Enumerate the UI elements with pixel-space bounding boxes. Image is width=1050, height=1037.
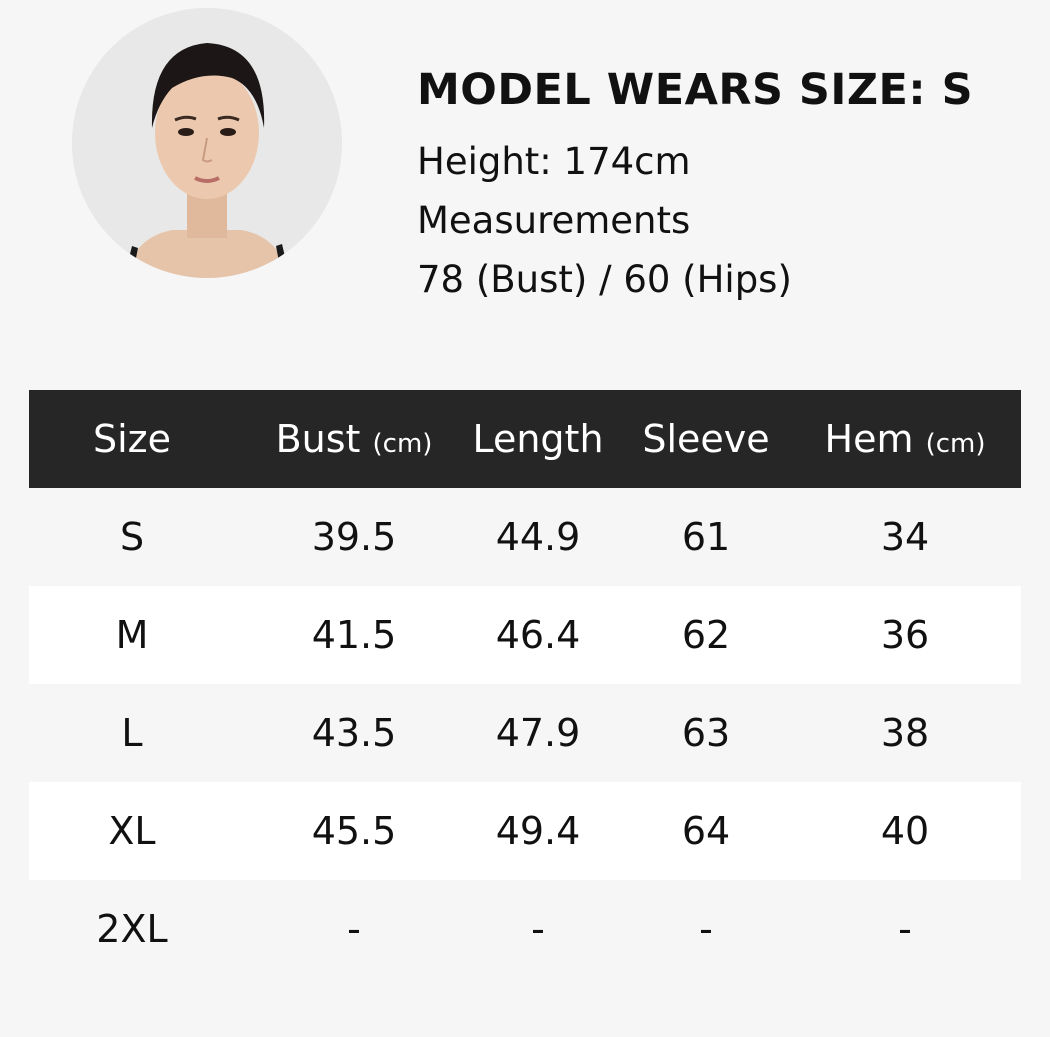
column-header-bust: Bust (cm)	[276, 417, 433, 461]
table-row: 2XL - - - -	[29, 880, 1021, 978]
column-unit: (cm)	[925, 429, 986, 459]
size-chart-table: Size Bust (cm) Length Sleeve Hem (cm) S 39.5 4…	[29, 390, 1021, 978]
table-cell: 36	[880, 613, 930, 657]
column-header-label: Length	[472, 417, 604, 461]
column-header-hem: Hem (cm)	[825, 417, 986, 461]
column-header-label: Sleeve	[642, 417, 770, 461]
table-row: M 41.5 46.4 62 36	[29, 586, 1021, 684]
column-header-sleeve: Sleeve	[642, 417, 769, 461]
table-cell: 40	[880, 809, 930, 853]
table-row: L 43.5 47.9 63 38	[29, 684, 1021, 782]
table-cell: 46.4	[495, 613, 581, 657]
table-cell: L	[121, 711, 143, 755]
table-cell: 61	[681, 515, 731, 559]
table-cell: S	[119, 515, 145, 559]
table-row: S 39.5 44.9 61 34	[29, 488, 1021, 586]
column-header-size: Size	[93, 417, 171, 461]
measurements-label: Measurements	[417, 199, 691, 242]
table-row: XL 45.5 49.4 64 40	[29, 782, 1021, 880]
table-cell: 2XL	[96, 907, 168, 951]
model-size-title: MODEL WEARS SIZE: S	[417, 65, 974, 115]
table-cell: 39.5	[311, 515, 397, 559]
table-cell: 41.5	[311, 613, 397, 657]
model-photo	[72, 8, 342, 278]
table-cell: 63	[681, 711, 731, 755]
table-header: Size Bust (cm) Length Sleeve Hem (cm)	[29, 390, 1021, 488]
table-cell: 43.5	[311, 711, 397, 755]
table-cell: 38	[880, 711, 930, 755]
column-header-label: Bust	[275, 417, 361, 461]
table-cell: 34	[880, 515, 930, 559]
column-header-length: Length	[472, 417, 603, 461]
table-cell: 45.5	[311, 809, 397, 853]
table-cell: 62	[681, 613, 731, 657]
column-unit: (cm)	[372, 429, 433, 459]
table-cell: 44.9	[495, 515, 581, 559]
table-cell: 47.9	[495, 711, 581, 755]
column-header-label: Hem	[824, 417, 914, 461]
model-height: Height: 174cm	[417, 140, 691, 183]
model-info: MODEL WEARS SIZE: S Height: 174cm Measur…	[417, 62, 973, 309]
column-header-label: Size	[92, 417, 172, 461]
table-cell: 64	[681, 809, 731, 853]
table-cell: -	[347, 907, 361, 951]
table-cell: -	[531, 907, 545, 951]
table-cell: -	[898, 907, 912, 951]
model-measurements: 78 (Bust) / 60 (Hips)	[417, 258, 792, 301]
table-cell: XL	[108, 809, 156, 853]
table-cell: M	[115, 613, 149, 657]
table-cell: 49.4	[495, 809, 581, 853]
table-cell: -	[699, 907, 713, 951]
